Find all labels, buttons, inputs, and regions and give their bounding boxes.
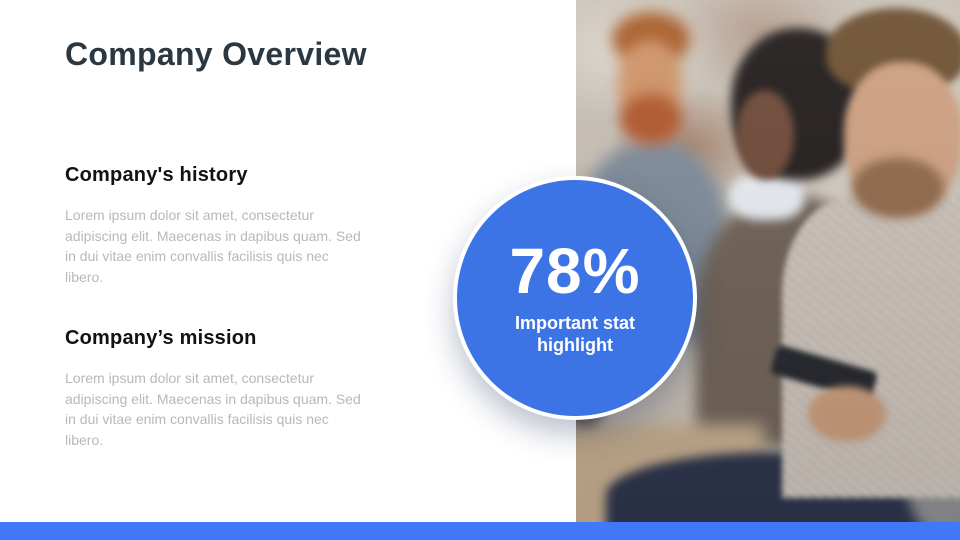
stat-value: 78% [509,235,641,308]
photo-man2-checkered-shirt [782,198,960,498]
stat-label: Important stat highlight [514,313,635,355]
stat-circle: 78% Important stat highlight [453,176,697,420]
accent-bar [0,522,960,540]
section-mission: Company’s mission Lorem ipsum dolor sit … [65,327,365,451]
photo-woman-face [736,90,794,180]
photo-hand [808,386,886,442]
section-mission-body: Lorem ipsum dolor sit amet, consectetur … [65,370,361,449]
section-mission-heading: Company’s mission [65,327,257,349]
section-history-body: Lorem ipsum dolor sit amet, consectetur … [65,207,361,286]
photo-woman-collar [730,174,804,220]
page-title: Company Overview [65,36,367,72]
section-history-heading: Company's history [65,164,248,186]
photo-man1-beard [620,94,682,144]
photo-man2-beard [852,158,944,218]
section-history: Company's history Lorem ipsum dolor sit … [65,164,365,288]
